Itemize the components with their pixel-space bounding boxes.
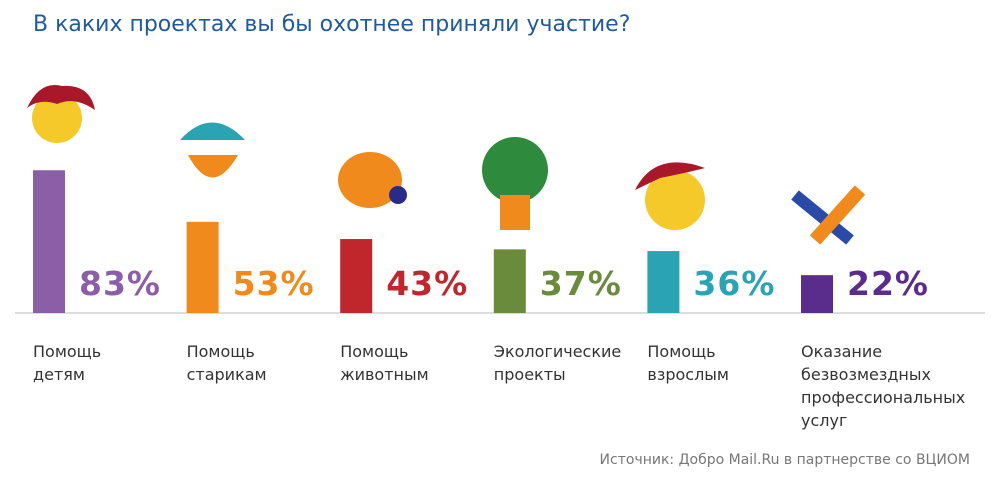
icons: [27, 84, 866, 245]
bar: [340, 239, 373, 313]
icon: [482, 137, 548, 203]
icon: [645, 170, 705, 230]
icon: [188, 155, 238, 178]
value-label: 43%: [386, 264, 469, 303]
icon: [791, 190, 854, 245]
category-label: Помощь детям: [33, 342, 102, 384]
value-label: 37%: [539, 264, 622, 303]
value-label: 53%: [232, 264, 315, 303]
icon: [809, 185, 866, 245]
category-label: Помощь животным: [340, 342, 429, 384]
icon: [635, 162, 705, 190]
value-label: 22%: [847, 264, 929, 303]
category-label: Помощь взрослым: [647, 342, 729, 384]
bar: [33, 170, 65, 313]
chart-title: В каких проектах вы бы охотнее приняли у…: [33, 12, 631, 37]
icon: [338, 152, 402, 208]
bar: [647, 251, 680, 313]
source: Источник: Добро Mail.Ru в партнерстве со…: [599, 452, 970, 468]
bar: [493, 249, 526, 313]
category-label: Экологические проекты: [493, 342, 622, 384]
icon: [27, 84, 95, 110]
category-label: Помощь старикам: [186, 342, 267, 384]
bar: [186, 221, 219, 313]
icon: [32, 93, 82, 143]
icon: [180, 122, 245, 140]
value-label: 36%: [693, 264, 776, 303]
icon: [389, 186, 407, 204]
value-label: 83%: [79, 264, 161, 303]
icon: [500, 195, 530, 230]
bar: [801, 275, 833, 313]
category-label: Оказание безвозмездных профессиональных …: [801, 342, 966, 430]
